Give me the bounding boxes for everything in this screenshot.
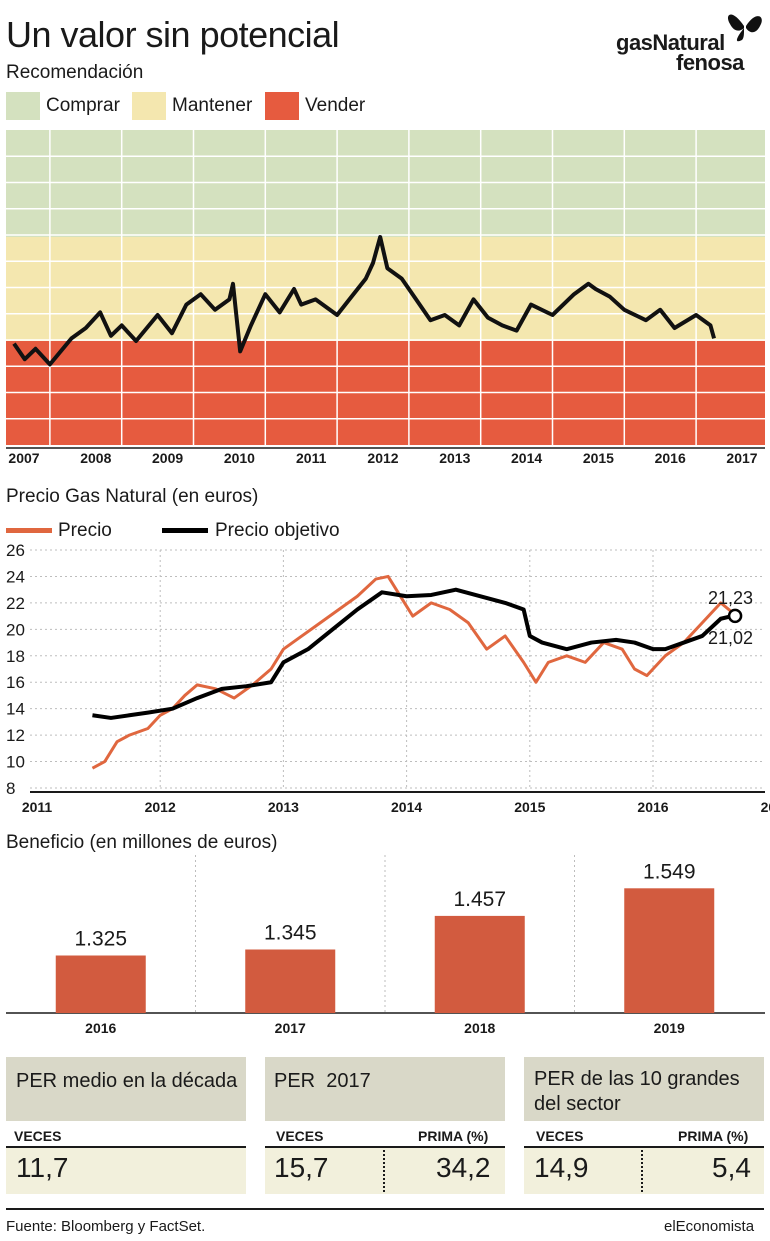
per-2017-value-box [265,1148,505,1194]
per-sector-rule [524,1146,764,1148]
legend-price-label: Precio [58,520,112,541]
recommendation-line [12,235,716,367]
price-y-tick: 8 [6,779,15,798]
profit-bar [55,955,146,1013]
per-avg-value-box [6,1148,246,1194]
per-sector-veces-value: 14,9 [534,1152,589,1183]
per-2017-veces-label: VECES [276,1128,324,1144]
price-y-tick: 20 [6,620,25,639]
rec-year-label: 2009 [152,450,183,466]
per-avg-title: PER medio en la década [16,1070,238,1092]
price-y-tick: 14 [6,700,25,719]
last-price-label: 21,23 [708,588,753,608]
legend-swatch-vender [265,92,299,120]
profit-category-label: 2017 [275,1020,306,1036]
rec-year-label: 2017 [726,450,757,466]
per-sector-prima-value: 5,4 [712,1152,751,1183]
rec-year-label: 2011 [296,450,327,466]
price-x-axis: 2011 2012 2013 2014 2015 2016 2017 [22,791,770,815]
rec-year-label: 2016 [655,450,686,466]
profit-bar [624,888,715,1013]
zone-comprar [6,130,765,237]
price-y-tick: 12 [6,726,25,745]
price-series-line [91,574,735,770]
per-sector-title-line1: PER de las 10 grandes [534,1068,740,1090]
rec-year-label: 2013 [439,450,470,466]
price-x-tick: 2015 [514,799,545,815]
per-2017-rule [265,1146,505,1148]
price-y-tick: 22 [6,594,25,613]
footer-source: Fuente: Bloomberg y FactSet. [6,1218,206,1235]
footer-brand: elEconomista [664,1218,755,1235]
price-x-tick: 2014 [391,799,422,815]
legend-swatch-comprar [6,92,40,120]
per-2017-box [265,1057,505,1121]
price-chart: 8 10 12 14 16 18 20 22 24 26 2011 2012 2013 2014 2015… [6,541,770,815]
legend-price-swatch [6,528,52,533]
profit-category-label: 2019 [654,1020,685,1036]
recommendation-year-axis: 2007 2008 2009 2010 2011 2012 2013 2014 2015 2016… [6,447,765,466]
profit-bar-value: 1.345 [264,922,317,945]
legend-label-mantener: Mantener [172,95,253,116]
price-y-tick: 18 [6,647,25,666]
rec-year-label: 2012 [367,450,398,466]
footer-rule [6,1208,764,1210]
page-title: Un valor sin potencial [6,14,340,55]
price-y-tick: 10 [6,753,25,772]
recommendation-chart: 2007 2008 2009 2010 2011 2012 2013 2014 2015 2016… [6,130,765,466]
price-x-tick: 2011 [22,799,53,815]
logo-text-line2: fenosa [676,50,744,75]
legend-label-vender: Vender [305,95,366,116]
per-2017-prima-value: 34,2 [436,1152,491,1183]
per-2017-divider [383,1150,385,1192]
price-x-tick: 2012 [145,799,176,815]
per-avg-veces-label: VECES [14,1128,62,1144]
per-sector-prima-label: PRIMA (%) [678,1128,749,1144]
legend-label-comprar: Comprar [46,95,120,116]
target-end-marker [727,608,743,624]
price-x-tick: 2017 [761,799,770,815]
logo-text-line1: gasNatural [616,30,725,55]
profit-bar [434,915,525,1013]
per-2017-prima-label: PRIMA (%) [418,1128,489,1144]
per-sector-value-box [524,1148,764,1194]
recommendation-title: Recomendación [6,62,144,83]
butterfly-logo-icon [727,14,762,42]
price-y-tick: 16 [6,673,25,692]
per-sector-box [524,1057,764,1121]
target-series-line [92,587,734,720]
price-y-axis: 8 10 12 14 16 18 20 22 24 26 [6,541,25,798]
profit-bar-value: 1.549 [643,860,696,883]
per-2017-veces-value: 15,7 [274,1152,329,1183]
rec-year-label: 2015 [583,450,614,466]
per-avg-value: 11,7 [16,1152,69,1183]
profit-bar-value: 1.325 [74,928,127,951]
rec-year-label: 2008 [80,450,111,466]
rec-year-label: 2007 [8,450,39,466]
profit-bar [245,949,336,1013]
price-chart-title: Precio Gas Natural (en euros) [6,486,259,507]
profit-bars: 1.325 2016 1.345 2017 1.457 2018 1.549 2019 [55,860,715,1036]
per-sector-veces-label: VECES [536,1128,584,1144]
price-y-tick: 24 [6,567,25,586]
profit-chart: 1.325 2016 1.345 2017 1.457 2018 1.549 2019 [6,855,765,1036]
profit-bar-value: 1.457 [453,888,506,911]
price-x-tick: 2016 [637,799,668,815]
per-avg-rule [6,1146,246,1148]
rec-year-label: 2014 [511,450,542,466]
profit-category-label: 2018 [464,1020,495,1036]
per-2017-title: PER 2017 [274,1070,371,1092]
legend-target-swatch [162,528,208,533]
legend-target-label: Precio objetivo [215,520,340,541]
per-avg-box [6,1057,246,1121]
profit-chart-title: Beneficio (en millones de euros) [6,832,278,853]
profit-category-label: 2016 [85,1020,116,1036]
price-y-tick: 26 [6,541,25,560]
per-sector-title-line2: del sector [534,1093,621,1115]
legend-swatch-mantener [132,92,166,120]
per-sector-divider [641,1150,643,1192]
rec-year-label: 2010 [224,450,255,466]
price-x-tick: 2013 [268,799,299,815]
last-target-label: 21,02 [708,628,753,648]
